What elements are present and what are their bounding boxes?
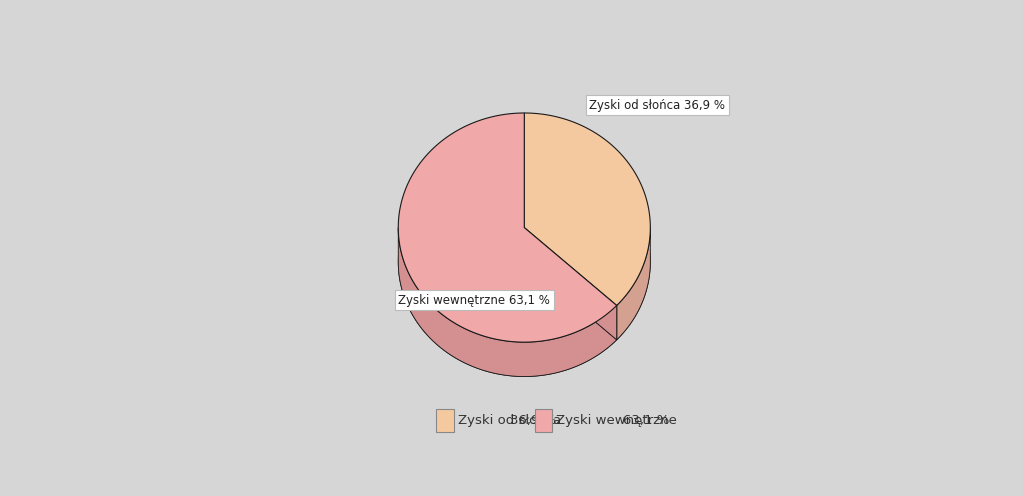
Polygon shape — [398, 113, 617, 342]
Polygon shape — [525, 113, 651, 306]
FancyBboxPatch shape — [535, 409, 551, 432]
Text: 63,1 %: 63,1 % — [623, 414, 670, 427]
Polygon shape — [617, 228, 651, 340]
Polygon shape — [525, 228, 617, 340]
Text: Zyski od słońca 36,9 %: Zyski od słońca 36,9 % — [589, 99, 725, 112]
Text: Zyski od słońca: Zyski od słońca — [458, 414, 562, 427]
FancyBboxPatch shape — [437, 409, 453, 432]
Polygon shape — [398, 228, 617, 376]
Polygon shape — [398, 147, 651, 376]
Text: Zyski wewnętrzne 63,1 %: Zyski wewnętrzne 63,1 % — [398, 294, 550, 307]
Text: Zyski wewnętrzne: Zyski wewnętrzne — [557, 414, 677, 427]
Text: 36,9 %: 36,9 % — [509, 414, 557, 427]
Polygon shape — [525, 228, 617, 340]
